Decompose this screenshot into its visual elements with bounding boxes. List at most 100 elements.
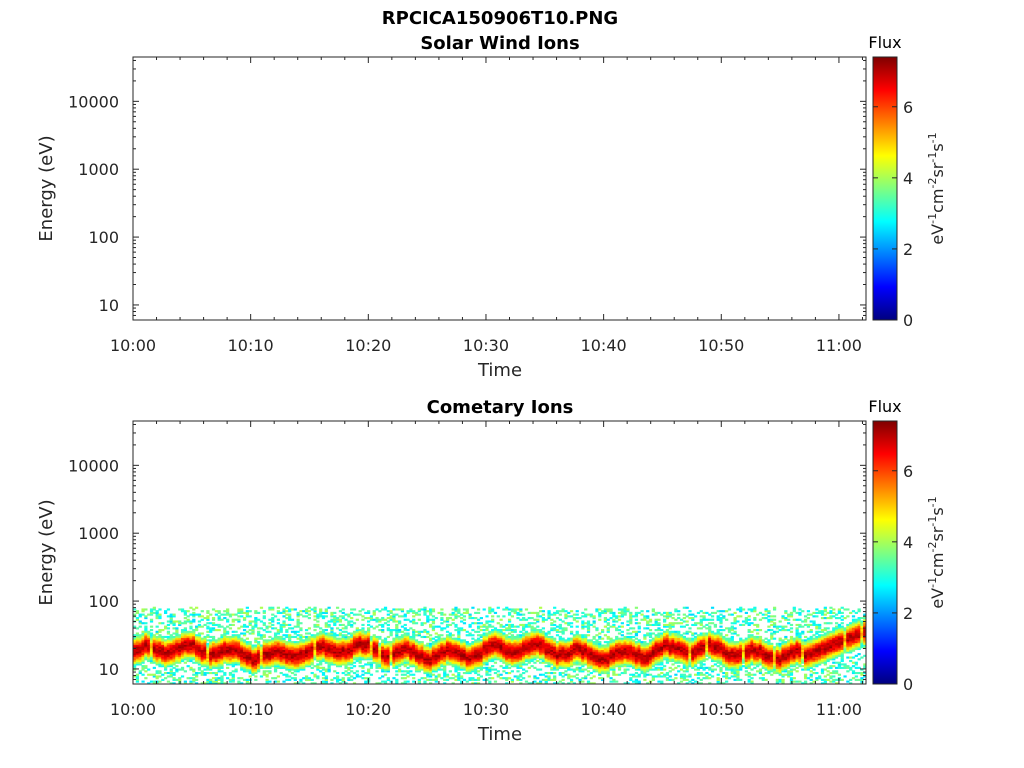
heatmap-cell [307, 659, 312, 663]
heatmap-cell [352, 671, 357, 675]
heatmap-cell [609, 659, 613, 663]
heatmap-cell [257, 630, 261, 633]
heatmap-cell [169, 634, 173, 637]
heatmap-cell [237, 659, 241, 663]
heatmap-cell [465, 608, 469, 611]
heatmap-cell [398, 644, 402, 647]
heatmap-cell [584, 622, 588, 625]
heatmap-cell [172, 649, 176, 652]
heatmap-cell [491, 625, 495, 628]
heatmap-cell [485, 649, 489, 652]
heatmap-cell [383, 608, 388, 611]
heatmap-cell [234, 647, 238, 651]
heatmap-cell [609, 653, 613, 656]
heatmap-cell [476, 654, 481, 657]
heatmap-cell [335, 617, 340, 620]
heatmap-cell [507, 677, 512, 680]
heatmap-cell [282, 654, 286, 657]
heatmap-cell [172, 673, 176, 676]
heatmap-cell [347, 623, 351, 627]
heatmap-cell [426, 666, 430, 669]
heatmap-cell [420, 641, 424, 644]
heatmap-cell [507, 635, 512, 639]
heatmap-cell [234, 653, 238, 656]
heatmap-cell [228, 623, 233, 627]
heatmap-cell [572, 634, 577, 637]
heatmap-cell [482, 634, 486, 637]
heatmap-cell [206, 634, 210, 637]
heatmap-cell [499, 673, 503, 676]
heatmap-cell [341, 678, 345, 681]
heatmap-cell [338, 646, 343, 649]
heatmap-cell [347, 639, 351, 642]
heatmap-cell [228, 656, 233, 659]
heatmap-cell [510, 654, 514, 657]
heatmap-cell [310, 646, 314, 649]
heatmap-cell [493, 653, 498, 656]
heatmap-cell [155, 661, 159, 664]
heatmap-cell [420, 622, 424, 625]
heatmap-cell [553, 647, 557, 651]
heatmap-cell [513, 642, 517, 645]
heatmap-cell [434, 647, 438, 651]
heatmap-cell [254, 654, 258, 657]
heatmap-cell [468, 670, 472, 673]
heatmap-cell [383, 639, 388, 642]
heatmap-cell [479, 663, 483, 666]
heatmap-cell [603, 608, 608, 611]
heatmap-cell [378, 654, 382, 657]
heatmap-cell [166, 665, 171, 668]
heatmap-cell [527, 656, 531, 659]
heatmap-cell [460, 639, 464, 642]
heatmap-cell [330, 613, 334, 616]
heatmap-cell [214, 682, 218, 684]
heatmap-cell [321, 658, 326, 661]
heatmap-cell [200, 682, 204, 684]
heatmap-cell [460, 668, 464, 671]
heatmap-cell [476, 666, 481, 669]
heatmap-cell [519, 663, 523, 666]
heatmap-cell [361, 649, 365, 652]
heatmap-cell [443, 673, 447, 676]
heatmap-cell [527, 644, 531, 647]
heatmap-cell [530, 654, 534, 657]
heatmap-cell [355, 646, 359, 649]
heatmap-cell [595, 653, 599, 656]
heatmap-cell [344, 658, 348, 661]
heatmap-cell [211, 635, 216, 639]
heatmap-cell [575, 659, 579, 663]
heatmap-cell [330, 634, 334, 637]
heatmap-cell [488, 677, 492, 680]
heatmap-cell [595, 654, 599, 657]
heatmap-cell [271, 651, 275, 654]
heatmap-cell [189, 632, 193, 635]
heatmap-cell [149, 646, 154, 649]
heatmap-cell [251, 632, 255, 635]
heatmap-cell [620, 659, 624, 663]
heatmap-cell [524, 637, 529, 640]
heatmap-cell [338, 629, 343, 632]
heatmap-cell [257, 641, 261, 644]
heatmap-cell [282, 644, 286, 647]
heatmap-cell [541, 654, 546, 657]
heatmap-cell [400, 651, 405, 654]
heatmap-cell [296, 670, 300, 673]
heatmap-cell [612, 646, 616, 649]
heatmap-cell [533, 656, 537, 659]
heatmap-cell [367, 639, 371, 642]
heatmap-cell [443, 661, 447, 664]
heatmap-cell [400, 670, 405, 673]
heatmap-cell [454, 668, 458, 671]
heatmap-cell [313, 618, 317, 621]
heatmap-cell [581, 620, 585, 623]
heatmap-cell [533, 651, 537, 654]
heatmap-cell [307, 651, 312, 654]
heatmap-cell [550, 678, 554, 681]
heatmap-cell [589, 665, 593, 668]
heatmap-cell [299, 629, 303, 632]
heatmap-cell [547, 661, 551, 664]
heatmap-cell [206, 665, 210, 668]
heatmap-cell [285, 656, 289, 659]
heatmap-cell [471, 622, 475, 625]
heatmap-cell [319, 610, 323, 613]
